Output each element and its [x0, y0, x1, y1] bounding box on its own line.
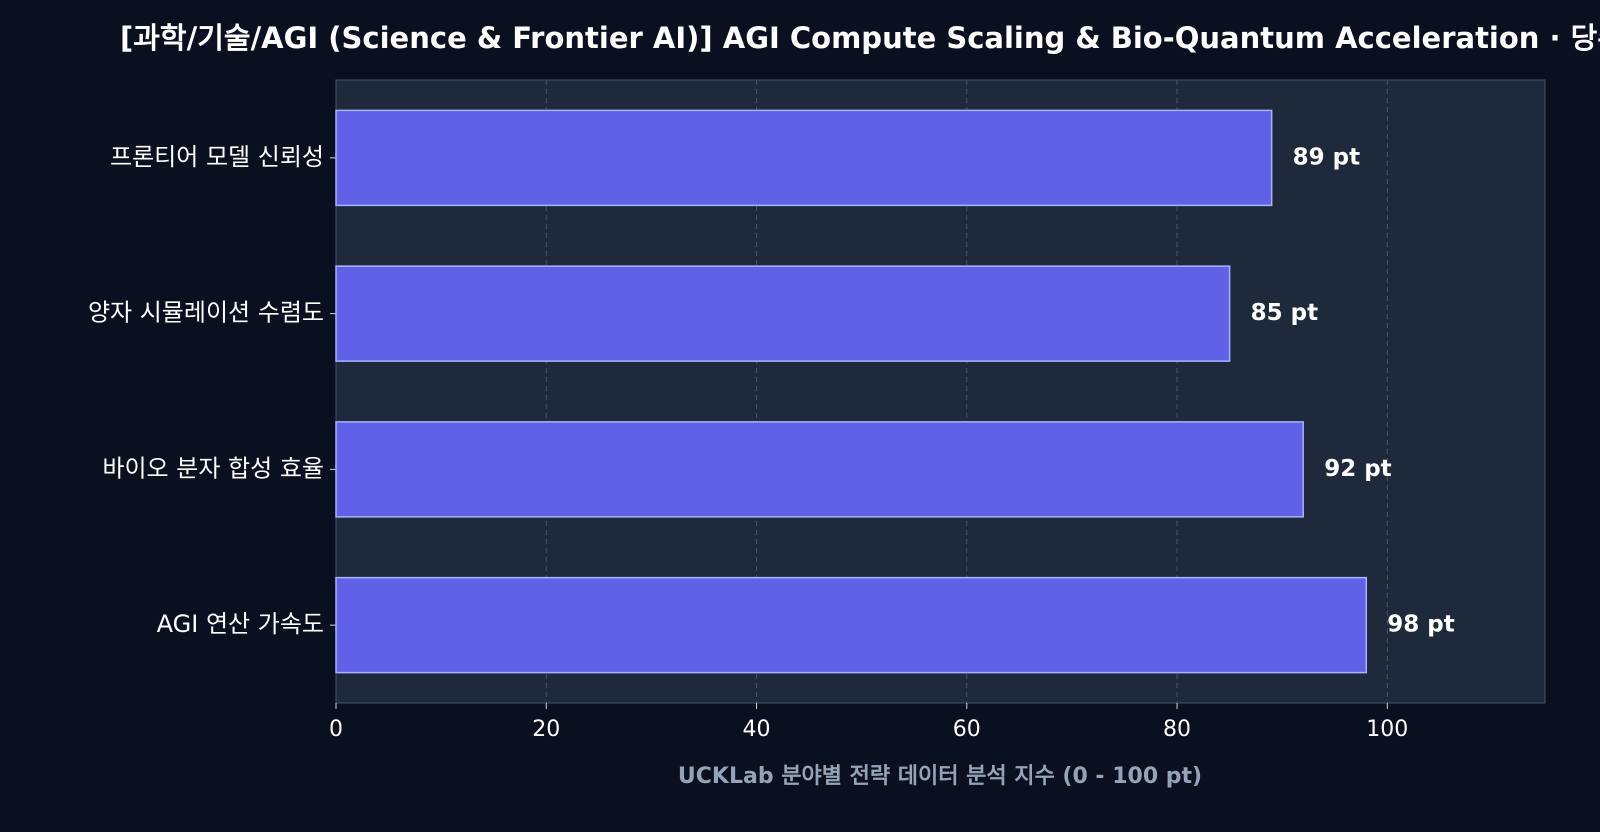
bar [335, 421, 1304, 518]
x-tick-label: 0 [329, 717, 343, 742]
bar [335, 265, 1231, 362]
y-tick-label: 양자 시뮬레이션 수렴도 [88, 299, 324, 327]
y-tick-label: 바이오 분자 합성 효율 [102, 454, 324, 482]
value-label: 92 pt [1324, 456, 1391, 482]
x-tick-label: 60 [953, 717, 981, 742]
x-tick-label: 40 [743, 717, 771, 742]
x-tick-label: 80 [1163, 717, 1191, 742]
value-label: 98 pt [1387, 612, 1454, 638]
x-tick-label: 20 [532, 717, 560, 742]
bar [335, 576, 1368, 674]
x-tick-label: 100 [1366, 717, 1408, 742]
x-axis-label: UCKLab 분야별 전략 데이터 분석 지수 (0 - 100 pt) [678, 764, 1202, 789]
y-tick-label: AGI 연산 가속도 [157, 610, 324, 638]
bar [335, 109, 1273, 207]
value-label: 85 pt [1251, 300, 1318, 326]
y-tick-label: 프론티어 모델 신뢰성 [110, 143, 324, 171]
value-label: 89 pt [1293, 144, 1360, 170]
chart-title: [과학/기술/AGI (Science & Frontier AI)] AGI … [120, 21, 1600, 55]
